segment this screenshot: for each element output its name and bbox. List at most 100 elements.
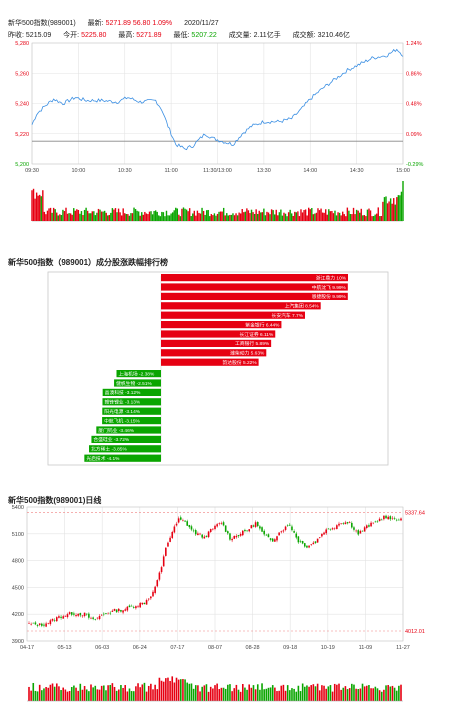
intraday-y-tick-pct: 0.86% bbox=[406, 71, 422, 77]
kline-volume-bar bbox=[259, 689, 261, 701]
kline-volume-bar bbox=[336, 684, 338, 701]
intraday-volume-bar bbox=[267, 212, 270, 221]
intraday-volume-bar bbox=[35, 192, 38, 221]
intraday-volume-bar bbox=[153, 211, 155, 221]
intraday-volume-bar bbox=[145, 213, 148, 221]
kline-volume-bar bbox=[246, 689, 248, 701]
intraday-volume-bar bbox=[193, 210, 196, 221]
intraday-x-tick: 10:30 bbox=[118, 168, 132, 174]
kline-volume-bar bbox=[34, 690, 37, 701]
intraday-volume-bar bbox=[65, 207, 67, 221]
kline-candle bbox=[306, 545, 308, 548]
kline-volume-bar bbox=[199, 691, 201, 701]
ranking-loser-bar bbox=[84, 454, 161, 462]
ranking-loser-label: 晶澳科技 -3.12% bbox=[105, 389, 141, 396]
kline-candle bbox=[36, 625, 39, 626]
intraday-volume-bar bbox=[277, 215, 279, 221]
intraday-volume-bar bbox=[377, 207, 379, 221]
quote-header-row-2: 昨收: 5215.09 今开: 5225.80 最高: 5271.89 最低: … bbox=[8, 30, 350, 40]
intraday-volume-bar bbox=[297, 211, 299, 221]
kline-volume-bar bbox=[323, 685, 325, 701]
kline-volume-bar bbox=[156, 689, 159, 701]
kline-candle bbox=[68, 612, 71, 614]
intraday-volume-bar bbox=[348, 210, 350, 221]
ranking-loser-label: 上海机场 -2.38% bbox=[118, 370, 154, 377]
kline-volume-bar bbox=[216, 683, 218, 701]
intraday-volume-bar bbox=[86, 210, 89, 221]
kline-candle bbox=[303, 543, 306, 547]
kline-volume-bar bbox=[295, 691, 298, 701]
intraday-volume-bar bbox=[298, 216, 301, 221]
kline-candle bbox=[357, 530, 360, 535]
kline-volume-bar bbox=[267, 687, 270, 701]
intraday-volume-bar bbox=[71, 214, 73, 221]
intraday-volume-bar bbox=[162, 212, 165, 221]
kline-volume-bar bbox=[186, 682, 189, 701]
intraday-volume-bar bbox=[218, 211, 220, 221]
kline-volume-bar bbox=[160, 680, 163, 701]
amount-value: 3210.46亿 bbox=[317, 32, 350, 39]
kline-candle bbox=[278, 532, 280, 536]
kline-candle bbox=[137, 606, 139, 607]
kline-volume-bar bbox=[171, 676, 174, 701]
intraday-volume-bar bbox=[260, 212, 262, 221]
kline-candle bbox=[359, 530, 362, 534]
kline-candle bbox=[284, 526, 287, 530]
kline-volume-bar bbox=[98, 689, 101, 701]
ranking-gainer-label: 工商银行 5.89% bbox=[235, 340, 270, 347]
intraday-volume-bar bbox=[331, 211, 333, 221]
intraday-volume-bar bbox=[255, 209, 257, 221]
price-change: 56.80 bbox=[132, 20, 151, 27]
index-name: 新华500指数(989001) bbox=[8, 20, 76, 27]
kline-candle bbox=[167, 542, 169, 547]
kline-volume-bar bbox=[286, 685, 289, 701]
kline-candle bbox=[113, 608, 116, 611]
high-label: 最高: bbox=[118, 32, 135, 39]
intraday-volume-bar bbox=[51, 212, 53, 221]
intraday-volume-bar bbox=[332, 213, 335, 221]
intraday-volume-bar bbox=[59, 214, 61, 221]
intraday-volume-bar bbox=[133, 207, 135, 221]
intraday-x-tick: 13:30 bbox=[257, 168, 271, 174]
ranking-gainer-bar bbox=[161, 358, 259, 366]
intraday-volume-bar bbox=[111, 208, 114, 221]
intraday-volume-bar bbox=[337, 212, 339, 221]
kline-y-tick: 5400 bbox=[12, 505, 24, 511]
intraday-volume-bar bbox=[74, 210, 76, 221]
kline-volume-bar bbox=[353, 684, 355, 701]
intraday-volume-bar bbox=[238, 212, 240, 221]
intraday-volume-bar bbox=[181, 208, 183, 221]
intraday-volume-bar bbox=[380, 215, 383, 221]
intraday-volume-bar bbox=[192, 213, 194, 221]
intraday-volume-bar bbox=[148, 211, 151, 221]
kline-volume-bar bbox=[173, 682, 176, 701]
kline-candle bbox=[250, 525, 253, 529]
kline-y-tick: 4500 bbox=[12, 585, 24, 591]
intraday-volume-bar bbox=[188, 208, 191, 221]
intraday-volume-bar bbox=[130, 213, 132, 221]
kline-candle bbox=[94, 619, 97, 620]
kline-volume-bar bbox=[79, 683, 82, 701]
intraday-volume-bar bbox=[91, 211, 93, 221]
kline-candle bbox=[60, 616, 62, 618]
kline-x-tick: 11-27 bbox=[396, 645, 410, 651]
kline-candle bbox=[261, 527, 263, 532]
kline-volume-bar bbox=[235, 684, 238, 701]
kline-volume-bar bbox=[365, 685, 368, 701]
intraday-volume-bar bbox=[43, 211, 46, 221]
intraday-volume-bar bbox=[349, 214, 352, 221]
intraday-x-tick: 11:00 bbox=[164, 168, 177, 174]
ranking-loser-label: 赣锋锂业 -3.13% bbox=[104, 399, 140, 406]
intraday-volume-bar bbox=[399, 195, 401, 221]
intraday-volume-bar bbox=[63, 211, 66, 221]
kline-candle bbox=[333, 527, 336, 529]
kline-candle bbox=[64, 615, 67, 617]
kline-candle bbox=[308, 545, 310, 548]
intraday-volume-bar bbox=[96, 212, 98, 221]
kline-volume-bar bbox=[271, 685, 274, 701]
intraday-volume-bar bbox=[37, 195, 39, 221]
kline-max-label: 5337.64 bbox=[405, 511, 425, 517]
intraday-volume-bar bbox=[226, 213, 228, 221]
intraday-volume-bar bbox=[236, 215, 239, 221]
kline-candle bbox=[177, 518, 180, 523]
